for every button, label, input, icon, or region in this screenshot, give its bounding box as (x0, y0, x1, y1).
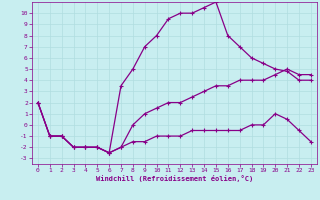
X-axis label: Windchill (Refroidissement éolien,°C): Windchill (Refroidissement éolien,°C) (96, 175, 253, 182)
